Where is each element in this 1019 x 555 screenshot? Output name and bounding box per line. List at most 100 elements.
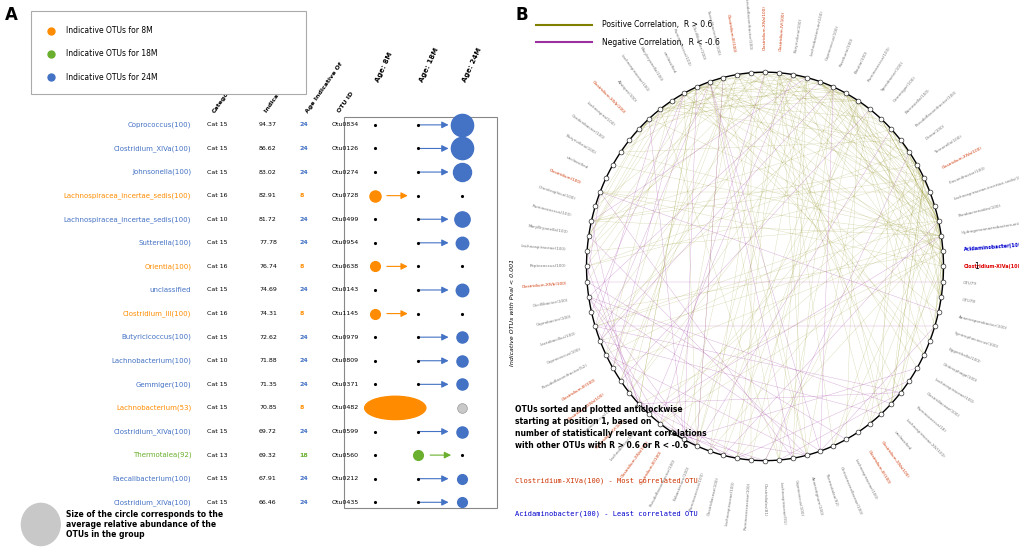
Text: Ruminococcus(100): Ruminococcus(100) — [689, 472, 705, 512]
Text: OTU78: OTU78 — [960, 298, 974, 305]
Text: Syntrophococcus(100): Syntrophococcus(100) — [953, 331, 998, 350]
Text: Otu0979: Otu0979 — [331, 335, 359, 340]
Text: 24: 24 — [300, 216, 308, 222]
Text: 8: 8 — [300, 193, 304, 198]
Text: Blautia(100): Blautia(100) — [853, 50, 868, 74]
Text: 71.35: 71.35 — [259, 382, 276, 387]
Text: Cat 16: Cat 16 — [206, 264, 227, 269]
Text: Clostridium_XIVa(100): Clostridium_XIVa(100) — [113, 145, 192, 152]
Text: 71.88: 71.88 — [259, 358, 276, 364]
Text: Lachnospiracea_incertae_sedis(100): Lachnospiracea_incertae_sedis(100) — [64, 192, 192, 199]
Text: 24: 24 — [300, 240, 308, 245]
Text: Parabacteroides(100): Parabacteroides(100) — [957, 204, 1001, 218]
Text: Ruminococcus(100): Ruminococcus(100) — [866, 46, 891, 83]
Text: Sutterella(100): Sutterella(100) — [139, 240, 192, 246]
Text: Cat 16: Cat 16 — [206, 193, 227, 198]
Text: 24: 24 — [300, 358, 308, 364]
Text: Cat 16: Cat 16 — [206, 311, 227, 316]
Text: Coprococcus(100): Coprococcus(100) — [545, 347, 582, 365]
Text: Otu0834: Otu0834 — [331, 122, 359, 128]
Text: Clostridium-IV(100): Clostridium-IV(100) — [594, 418, 626, 449]
Text: Clostridium-XIVa(100): Clostridium-XIVa(100) — [941, 146, 982, 170]
Text: Lachnobacterium(100): Lachnobacterium(100) — [809, 10, 823, 57]
Text: 24: 24 — [300, 429, 308, 434]
Text: Cat 15: Cat 15 — [206, 169, 227, 175]
Text: Indicative OTUs for 18M: Indicative OTUs for 18M — [66, 49, 158, 58]
Text: Clostridium-XIVa(100): Clostridium-XIVa(100) — [762, 5, 766, 50]
Text: Cat 15: Cat 15 — [206, 240, 227, 245]
Text: Faecalibacterium(100): Faecalibacterium(100) — [112, 476, 192, 482]
Text: Orientia(100): Orientia(100) — [144, 263, 192, 270]
Text: Cat 13: Cat 13 — [206, 452, 227, 458]
Text: B: B — [515, 6, 527, 23]
Text: Acidaminobacter(100) - Least correlated OTU: Acidaminobacter(100) - Least correlated … — [515, 511, 697, 517]
Text: 74.69: 74.69 — [259, 287, 277, 292]
Text: Lachnospiraceae-XlV(100): Lachnospiraceae-XlV(100) — [903, 418, 945, 459]
Text: Lachnospira(100): Lachnospira(100) — [585, 101, 614, 127]
Text: Pseudoflavonifractor(100): Pseudoflavonifractor(100) — [648, 458, 676, 508]
Text: Cat 15: Cat 15 — [206, 476, 227, 481]
Text: Clostridium-III(100): Clostridium-III(100) — [726, 13, 735, 53]
Text: Clostridium-IV(100): Clostridium-IV(100) — [777, 11, 785, 51]
Text: Age Indicative Of: Age Indicative Of — [305, 62, 343, 114]
Text: Cat 15: Cat 15 — [206, 122, 227, 128]
Text: unclassified: unclassified — [150, 287, 192, 293]
Text: Cat 15: Cat 15 — [206, 382, 227, 387]
Text: Lachnospiraceae(100): Lachnospiraceae(100) — [853, 458, 877, 501]
Text: MaryBryanella(100): MaryBryanella(100) — [528, 224, 569, 235]
Text: Otu0143: Otu0143 — [331, 287, 359, 292]
Text: Taxonomy Genus Level: Taxonomy Genus Level — [93, 84, 192, 93]
Text: Pseudoflavonifractor(100): Pseudoflavonifractor(100) — [914, 89, 957, 127]
Text: Pseudoflavonifractor(100): Pseudoflavonifractor(100) — [743, 0, 751, 51]
Text: Cat 15: Cat 15 — [206, 335, 227, 340]
Text: Otu0599: Otu0599 — [331, 429, 359, 434]
Text: 66.46: 66.46 — [259, 500, 276, 505]
Text: Coprobacter(100): Coprobacter(100) — [535, 315, 572, 327]
Text: Clostridium-XlVb(100): Clostridium-XlVb(100) — [521, 281, 567, 289]
Text: Otu0560: Otu0560 — [331, 452, 358, 458]
Text: Sporobacter(100): Sporobacter(100) — [879, 61, 904, 93]
Text: Lachnospiraceae(91): Lachnospiraceae(91) — [777, 482, 786, 525]
Text: Indicator Value: Indicator Value — [264, 67, 299, 114]
Text: 77.78: 77.78 — [259, 240, 277, 245]
Text: 76.74: 76.74 — [259, 264, 277, 269]
Text: Clostridiaceae(100): Clostridiaceae(100) — [924, 392, 959, 419]
Text: Eubacterium(100): Eubacterium(100) — [673, 466, 690, 502]
Text: Butyrivibrio(100): Butyrivibrio(100) — [564, 133, 596, 155]
Text: Ruminococcaceae(100): Ruminococcaceae(100) — [743, 482, 751, 531]
Text: Clostridium-III(100): Clostridium-III(100) — [866, 450, 891, 486]
Text: 24: 24 — [300, 122, 308, 128]
Text: Chitinophaga(100): Chitinophaga(100) — [941, 363, 976, 384]
Text: Ruminococcus(100): Ruminococcus(100) — [531, 204, 572, 218]
Text: Hydrogenoanaerobacterium(100): Hydrogenoanaerobacterium(100) — [960, 220, 1019, 235]
Text: 24: 24 — [300, 500, 308, 505]
Text: Indicative OTUs for 8M: Indicative OTUs for 8M — [66, 26, 153, 35]
Text: OTU79: OTU79 — [962, 281, 976, 286]
Text: Clostridium_XIVa(100): Clostridium_XIVa(100) — [113, 499, 192, 506]
Text: Marybryanella(100): Marybryanella(100) — [638, 46, 662, 83]
Text: Lachnospiraceae-incertae-sedis(100): Lachnospiraceae-incertae-sedis(100) — [953, 174, 1019, 201]
Text: Clostridium-XIVa(100): Clostridium-XIVa(100) — [879, 440, 909, 479]
Text: Lachnospiraceae(100): Lachnospiraceae(100) — [932, 378, 973, 405]
Text: Otu0638: Otu0638 — [331, 264, 359, 269]
Ellipse shape — [365, 396, 426, 420]
Text: 24: 24 — [300, 169, 308, 175]
Text: Clostridiales(81): Clostridiales(81) — [762, 483, 766, 516]
Text: Cat 10: Cat 10 — [206, 216, 227, 222]
Text: Otu0126: Otu0126 — [331, 146, 359, 151]
Text: Otu0435: Otu0435 — [331, 500, 359, 505]
FancyBboxPatch shape — [344, 117, 497, 508]
Text: 24: 24 — [300, 382, 308, 387]
Text: Anaerotignum(100): Anaerotignum(100) — [809, 476, 822, 517]
Text: Age: 18M: Age: 18M — [418, 47, 439, 83]
Text: Coprococcus(100): Coprococcus(100) — [794, 480, 803, 517]
Text: Indicative OTUs for 24M: Indicative OTUs for 24M — [66, 73, 158, 82]
Text: 86.62: 86.62 — [259, 146, 276, 151]
Text: Oscillibacter(100): Oscillibacter(100) — [532, 298, 569, 308]
Text: Christensenellaceae(100): Christensenellaceae(100) — [839, 466, 862, 516]
Text: Alistipes(100): Alistipes(100) — [615, 79, 637, 103]
Text: OTU ID: OTU ID — [336, 91, 355, 114]
Text: 8: 8 — [300, 405, 304, 411]
Text: Clostridium-III(100): Clostridium-III(100) — [638, 450, 662, 486]
Text: Clostridium-XIVa(100) - Most correlated OTU: Clostridium-XIVa(100) - Most correlated … — [515, 477, 697, 484]
